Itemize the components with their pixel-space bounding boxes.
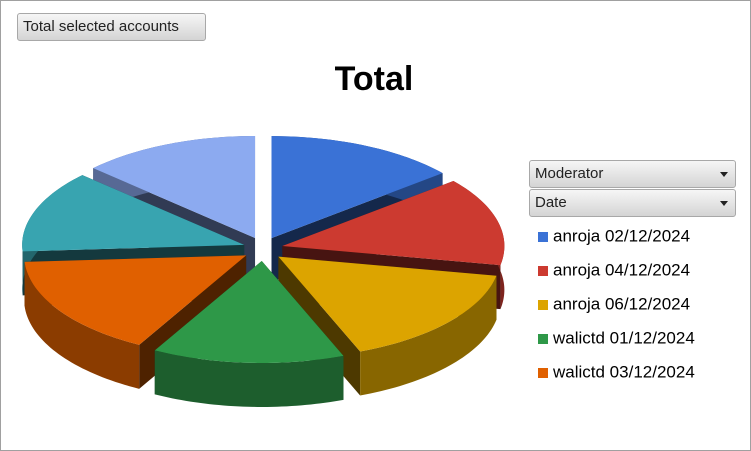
legend-swatch (538, 266, 548, 276)
dropdown-arrow (720, 172, 728, 177)
slice-top (271, 136, 443, 239)
field-button-label: Moderator (535, 165, 604, 182)
slice-side (360, 275, 497, 396)
slice-top (24, 255, 247, 345)
legend-swatch (538, 300, 548, 310)
chart-title: Total (335, 60, 414, 98)
legend-label: anroja 02/12/2024 (553, 226, 690, 245)
slice-top (22, 175, 245, 252)
legend-swatch (538, 368, 548, 378)
report-filter-button[interactable]: Total selected accounts (17, 13, 206, 41)
dropdown-arrow (720, 201, 728, 206)
pie-slice (154, 260, 344, 407)
slice-side (154, 350, 344, 407)
legend-label: walictd 01/12/2024 (552, 328, 695, 347)
legend-swatch (538, 232, 548, 242)
slice-top (154, 260, 344, 363)
slice-top (282, 180, 505, 266)
legend-label: anroja 04/12/2024 (553, 260, 690, 279)
legend-label: walictd 03/12/2024 (552, 362, 695, 381)
legend-label: anroja 06/12/2024 (553, 294, 690, 313)
slice-top (93, 135, 256, 238)
slice-side (24, 261, 140, 389)
legend-swatch (538, 334, 548, 344)
slice-top (278, 256, 497, 352)
field-button-label: Date (535, 194, 567, 211)
pie-slice (278, 256, 497, 396)
field-button[interactable]: Date (529, 189, 736, 217)
field-button[interactable]: Moderator (529, 160, 736, 188)
